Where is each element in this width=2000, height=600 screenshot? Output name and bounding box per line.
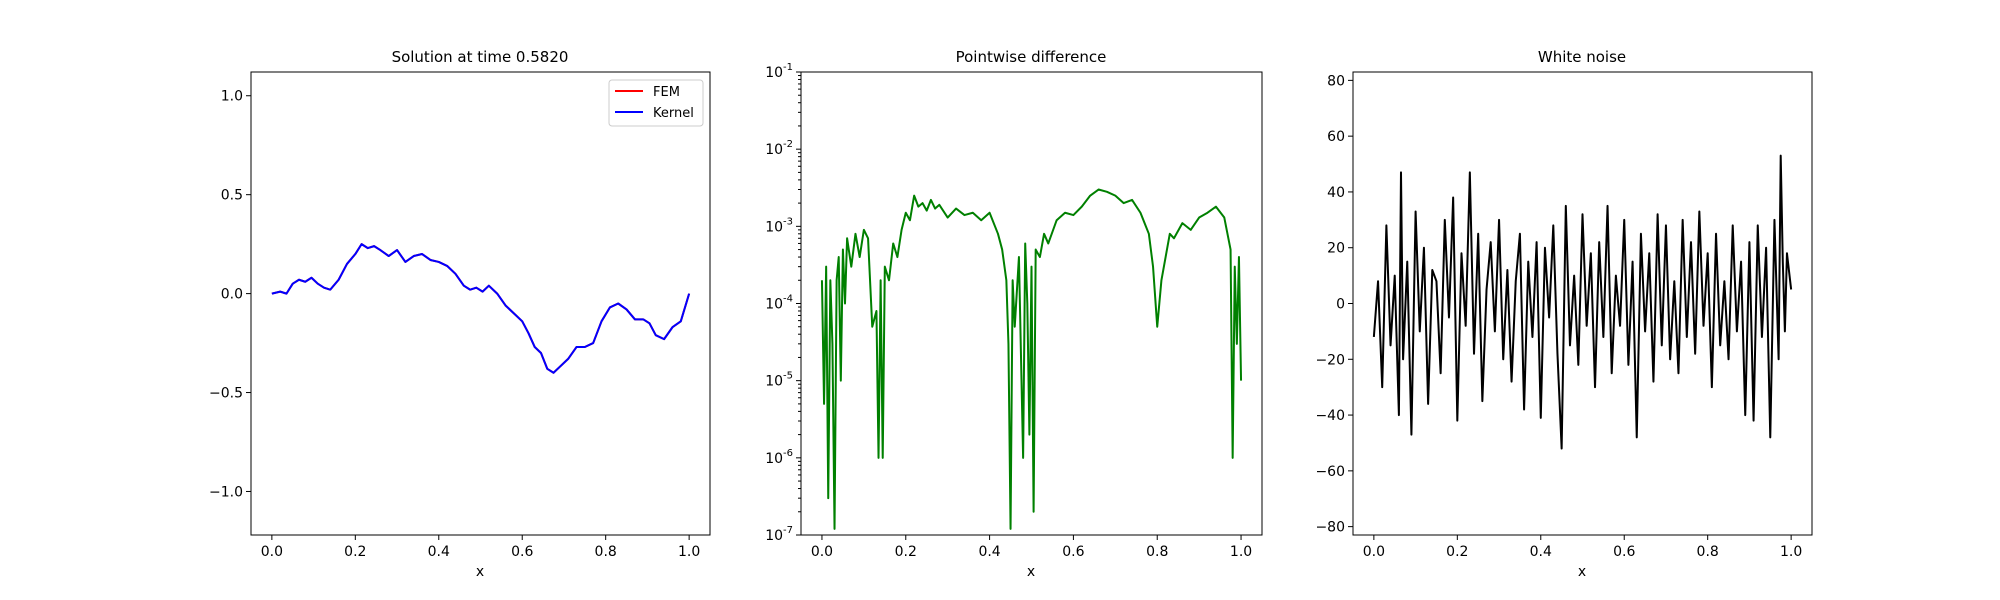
- noise-y-ticks: −80 −60 −40 −20 0 20 40 60 80: [1315, 73, 1353, 536]
- solution-x-tick-label: 0.8: [595, 544, 617, 560]
- solution-subplot: Solution at time 0.5820 0.0 0.2 0.4 0.6 0.8 1…: [209, 48, 711, 580]
- noise-plot-frame: [1352, 71, 1813, 536]
- solution-x-tick-label: 1.0: [678, 544, 700, 560]
- solution-plot-lines: [271, 243, 691, 374]
- solution-x-ticks: 0.0 0.2 0.4 0.6 0.8 1.0: [261, 535, 700, 560]
- noise-y-tick-label: 80: [1327, 73, 1345, 89]
- noise-y-tick-label: 60: [1327, 129, 1345, 145]
- difference-x-tick-label: 0.2: [895, 544, 917, 560]
- noise-x-axis-label: x: [1578, 564, 1586, 580]
- noise-y-tick-label: −80: [1315, 520, 1345, 536]
- noise-x-ticks: 0.0 0.2 0.4 0.6 0.8 1.0: [1363, 535, 1802, 560]
- solution-y-ticks: −1.0 −0.5 0.0 0.5 1.0: [209, 89, 251, 500]
- white-noise-subplot-title: White noise: [1538, 48, 1626, 66]
- noise-x-tick-label: 0.6: [1613, 544, 1635, 560]
- solution-x-axis-label: x: [476, 564, 484, 580]
- solution-plot-frame: [250, 71, 711, 536]
- difference-y-tick-label: 10-3: [765, 216, 793, 235]
- difference-x-axis-label: x: [1027, 564, 1035, 580]
- noise-y-tick-label: −40: [1315, 408, 1345, 424]
- solution-y-tick-label: 0.0: [221, 287, 243, 303]
- solution-y-tick-label: 1.0: [221, 89, 243, 105]
- difference-x-tick-label: 0.0: [811, 544, 833, 560]
- noise-y-tick-label: −20: [1315, 352, 1345, 368]
- noise-x-tick-label: 0.2: [1446, 544, 1468, 560]
- noise-y-tick-label: 0: [1336, 297, 1345, 313]
- difference-y-tick-label: 10-2: [765, 139, 793, 158]
- solution-x-tick-label: 0.6: [511, 544, 533, 560]
- difference-y-tick-label: 10-1: [765, 62, 793, 81]
- solution-subplot-title: Solution at time 0.5820: [392, 48, 569, 66]
- noise-x-tick-label: 0.8: [1697, 544, 1719, 560]
- difference-y-tick-label: 10-4: [765, 294, 793, 313]
- noise-y-tick-label: −60: [1315, 464, 1345, 480]
- difference-y-tick-label: 10-6: [765, 448, 793, 467]
- difference-plot-lines: [820, 188, 1243, 530]
- kernel-series-line: [271, 243, 691, 374]
- noise-y-tick-label: 40: [1327, 185, 1345, 201]
- noise-x-tick-label: 0.4: [1530, 544, 1552, 560]
- solution-legend: FEM Kernel: [608, 79, 704, 127]
- noise-x-tick-label: 1.0: [1780, 544, 1802, 560]
- noise-x-tick-label: 0.0: [1363, 544, 1385, 560]
- difference-x-tick-label: 1.0: [1230, 544, 1252, 560]
- pointwise-difference-subplot: Pointwise difference 0.0 0.2 0.4 0.6 0.8 1.0 …: [765, 48, 1263, 580]
- difference-y-tick-label: 10-5: [765, 371, 793, 390]
- noise-y-tick-label: 20: [1327, 241, 1345, 257]
- difference-x-ticks: 0.0 0.2 0.4 0.6 0.8 1.0: [811, 535, 1252, 560]
- difference-y-tick-label: 10-7: [765, 525, 793, 544]
- difference-plot-frame: [800, 71, 1263, 536]
- solution-x-tick-label: 0.0: [261, 544, 283, 560]
- difference-x-tick-label: 0.4: [978, 544, 1000, 560]
- noise-series-line: [1372, 154, 1793, 450]
- difference-x-tick-label: 0.6: [1062, 544, 1084, 560]
- solution-y-tick-label: −0.5: [209, 386, 243, 402]
- solution-x-tick-label: 0.4: [428, 544, 450, 560]
- solution-y-tick-label: 0.5: [221, 188, 243, 204]
- pointwise-difference-subplot-title: Pointwise difference: [956, 48, 1107, 66]
- legend-label-kernel: Kernel: [653, 106, 694, 121]
- solution-y-tick-label: −1.0: [209, 484, 243, 500]
- difference-x-tick-label: 0.8: [1146, 544, 1168, 560]
- legend-label-fem: FEM: [653, 85, 680, 100]
- difference-series-line: [820, 188, 1243, 530]
- solution-x-tick-label: 0.2: [344, 544, 366, 560]
- difference-y-ticks: 10-7 10-6 10-5 10-4 10-3 10-2 10-1: [765, 62, 801, 544]
- white-noise-subplot: White noise 0.0 0.2 0.4 0.6 0.8 1.0 −80 −60 −40…: [1315, 48, 1813, 580]
- noise-plot-lines: [1372, 154, 1793, 450]
